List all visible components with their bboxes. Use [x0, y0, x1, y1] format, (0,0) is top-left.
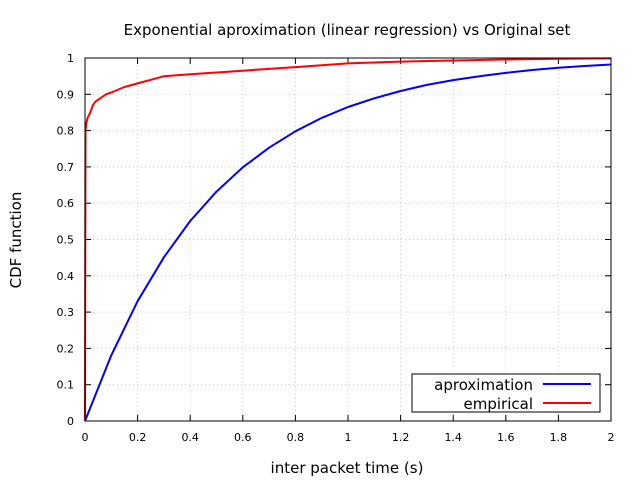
y-axis-label: CDF function: [7, 192, 25, 289]
legend-label-aproximation: aproximation: [434, 376, 533, 394]
legend-box: [411, 373, 601, 413]
y-tick-label: 1: [67, 52, 74, 65]
y-tick-label: 0.7: [57, 161, 75, 174]
x-tick-label: 1.4: [444, 431, 462, 444]
y-tick-label: 0.5: [57, 234, 75, 247]
y-tick-label: 0.3: [57, 306, 75, 319]
x-tick-label: 1.8: [550, 431, 568, 444]
x-axis-label: inter packet time (s): [271, 459, 424, 477]
x-tick-label: 2: [608, 431, 615, 444]
x-tick-label: 0: [82, 431, 89, 444]
y-tick-label: 0.2: [57, 342, 75, 355]
x-tick-label: 0.6: [234, 431, 252, 444]
plot-frame: [84, 57, 612, 422]
legend: aproximation empirical: [411, 373, 601, 413]
y-tick-label: 0.6: [57, 197, 75, 210]
x-tick-label: 1.2: [392, 431, 410, 444]
grid: [85, 58, 611, 421]
x-tick-label: 0.2: [129, 431, 147, 444]
chart-title: Exponential aproximation (linear regress…: [124, 21, 571, 39]
y-tick-label: 0.8: [57, 125, 75, 138]
y-tick-label: 0: [67, 415, 74, 428]
y-tick-label: 0.1: [57, 379, 75, 392]
x-tick-label: 1: [345, 431, 352, 444]
legend-label-empirical: empirical: [464, 395, 533, 413]
x-tick-label: 1.6: [497, 431, 515, 444]
y-tick-label: 0.9: [57, 88, 75, 101]
series-line-empirical: [84, 57, 612, 422]
axis-ticks: 0 0.2 0.4 0.6 0.8 1 1.2 1.4 1.6 1.8 2 0 0.1 0.2 0.3 0.4…: [57, 52, 615, 444]
x-tick-label: 0.4: [181, 431, 199, 444]
y-tick-label: 0.4: [57, 270, 75, 283]
series-layer: [84, 57, 612, 422]
x-tick-label: 0.8: [287, 431, 305, 444]
series-line-aproximation: [84, 63, 612, 422]
